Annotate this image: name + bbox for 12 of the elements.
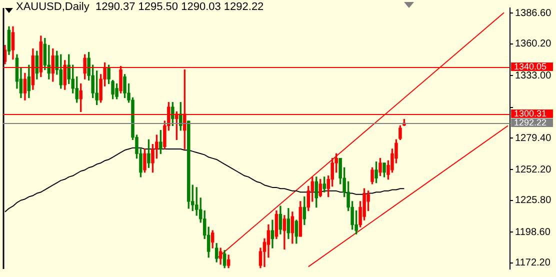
y-tick-label: 1198.60 (515, 226, 551, 238)
ref-line-label: 1340.05 (514, 61, 547, 72)
y-tick-label: 1172.20 (515, 258, 551, 269)
y-tick-label: 1386.60 (515, 8, 552, 19)
y-tick-label: 1252.20 (515, 164, 552, 176)
ref-line-label: 1292.22 (514, 117, 547, 128)
ref-line-label: 1300.31 (514, 108, 547, 118)
chart-title: XAUUSD,Daily 1290.37 1295.50 1290.03 1292.22 (16, 1, 264, 13)
y-tick-label: 1333.00 (515, 70, 552, 82)
y-tick-label: 1225.80 (515, 195, 552, 206)
y-tick-label: 1360.20 (515, 38, 552, 50)
y-tick-label: 1279.40 (515, 132, 552, 144)
